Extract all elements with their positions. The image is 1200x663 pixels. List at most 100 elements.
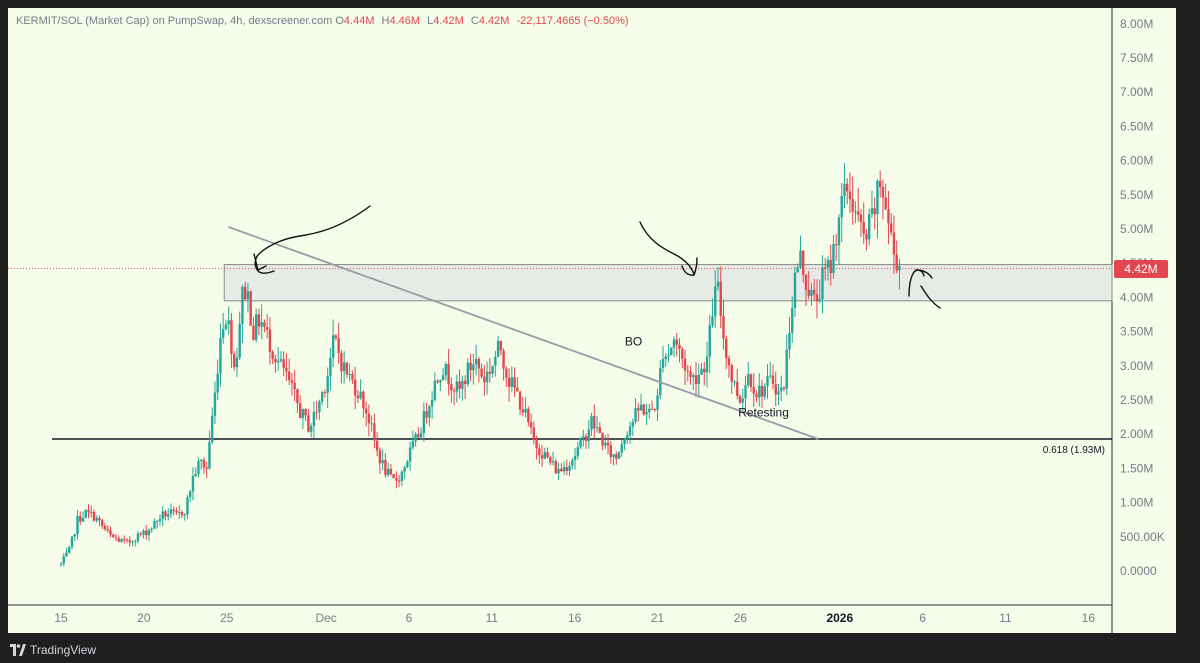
candle-body bbox=[461, 380, 464, 389]
candle-body bbox=[898, 266, 901, 271]
candle-body bbox=[491, 365, 494, 374]
candle-body bbox=[782, 387, 786, 389]
x-tick-label: 11 bbox=[999, 611, 1012, 625]
candle-body bbox=[744, 385, 747, 399]
candle-body bbox=[667, 355, 670, 357]
candle-body bbox=[469, 362, 472, 371]
candle-body bbox=[326, 375, 329, 393]
candle-body bbox=[590, 415, 593, 430]
x-tick-label: 26 bbox=[734, 611, 748, 625]
candle-body bbox=[562, 467, 566, 472]
x-tick-label: 11 bbox=[486, 611, 499, 625]
candle-body bbox=[843, 183, 846, 197]
candle-body bbox=[403, 467, 406, 472]
candle-body bbox=[496, 340, 500, 357]
candle-body bbox=[169, 509, 173, 515]
candle-body bbox=[631, 421, 634, 427]
candle-body bbox=[70, 536, 74, 547]
candle-body bbox=[197, 460, 200, 475]
candle-body bbox=[854, 211, 857, 213]
candle-body bbox=[389, 468, 393, 475]
annotation-label: BO bbox=[625, 334, 642, 348]
candle-body bbox=[521, 409, 525, 413]
candle-body bbox=[381, 459, 384, 464]
candle-body bbox=[378, 450, 382, 464]
candle-body bbox=[857, 211, 860, 215]
candle-body bbox=[345, 362, 349, 375]
candle-body bbox=[766, 376, 769, 387]
candle-body bbox=[606, 442, 610, 446]
candle-body bbox=[411, 441, 415, 448]
candle-body bbox=[293, 382, 296, 390]
candle-body bbox=[513, 377, 516, 388]
candle-body bbox=[686, 370, 689, 372]
candle-body bbox=[697, 374, 700, 384]
candle-body bbox=[271, 351, 274, 360]
candle-body bbox=[593, 415, 596, 429]
candle-body bbox=[189, 491, 192, 498]
candle-body bbox=[546, 452, 549, 458]
x-tick-label: 16 bbox=[1082, 611, 1096, 625]
tradingview-logo[interactable]: TradingView bbox=[10, 643, 96, 657]
candle-body bbox=[455, 381, 459, 392]
candle-body bbox=[205, 467, 208, 469]
candle-body bbox=[681, 348, 684, 359]
candle-body bbox=[485, 371, 489, 383]
candle-body bbox=[656, 395, 659, 410]
candle-body bbox=[221, 329, 225, 338]
candle-body bbox=[156, 520, 159, 522]
candle-body bbox=[560, 468, 563, 472]
candle-body bbox=[92, 512, 96, 521]
candle-body bbox=[131, 541, 134, 543]
candle-body bbox=[356, 395, 360, 399]
price-chart[interactable]: 8.00M7.50M7.00M6.50M6.00M5.50M5.00M4.50M… bbox=[8, 8, 1176, 633]
candle-body bbox=[466, 362, 470, 385]
candle-body bbox=[694, 375, 698, 384]
candle-body bbox=[557, 468, 560, 474]
x-tick-label: Dec bbox=[315, 611, 336, 625]
candle-body bbox=[362, 391, 365, 409]
candle-body bbox=[736, 381, 739, 396]
candle-body bbox=[109, 530, 112, 535]
candle-body bbox=[532, 427, 536, 440]
x-tick-label: 20 bbox=[137, 611, 151, 625]
candle-body bbox=[147, 529, 151, 536]
candle-body bbox=[243, 286, 247, 300]
candle-body bbox=[540, 455, 544, 459]
candle-body bbox=[230, 320, 233, 354]
candle-body bbox=[238, 323, 241, 358]
candle-body bbox=[268, 329, 272, 352]
candle-body bbox=[444, 363, 448, 376]
candle-body bbox=[375, 440, 379, 451]
candle-body bbox=[675, 339, 678, 345]
candle-body bbox=[386, 468, 390, 475]
candle-body bbox=[689, 371, 692, 378]
candle-body bbox=[617, 452, 621, 459]
candle-body bbox=[304, 408, 307, 416]
candle-body bbox=[364, 408, 368, 414]
candle-body bbox=[634, 408, 637, 422]
candle-body bbox=[494, 356, 497, 366]
candle-body bbox=[551, 461, 555, 463]
candle-body bbox=[881, 186, 885, 198]
candle-body bbox=[428, 406, 431, 418]
fib-label: 0.618 (1.93M) bbox=[1043, 445, 1105, 456]
candle-body bbox=[145, 530, 148, 536]
candle-body bbox=[524, 408, 527, 413]
candle-body bbox=[224, 324, 228, 330]
candle-body bbox=[505, 368, 508, 378]
close-value: 4.42M bbox=[478, 15, 510, 27]
candle-body bbox=[747, 374, 750, 386]
candle-body bbox=[301, 408, 305, 419]
candle-body bbox=[598, 427, 602, 433]
candle-body bbox=[664, 356, 667, 359]
candle-body bbox=[392, 474, 395, 479]
candle-body bbox=[752, 386, 755, 394]
candle-body bbox=[463, 380, 467, 385]
candle-body bbox=[164, 511, 167, 517]
candle-body bbox=[315, 411, 318, 413]
candle-body bbox=[840, 196, 843, 218]
hand-drawn-arrow bbox=[254, 205, 371, 274]
candle-body bbox=[725, 338, 728, 359]
candle-body bbox=[312, 411, 316, 426]
